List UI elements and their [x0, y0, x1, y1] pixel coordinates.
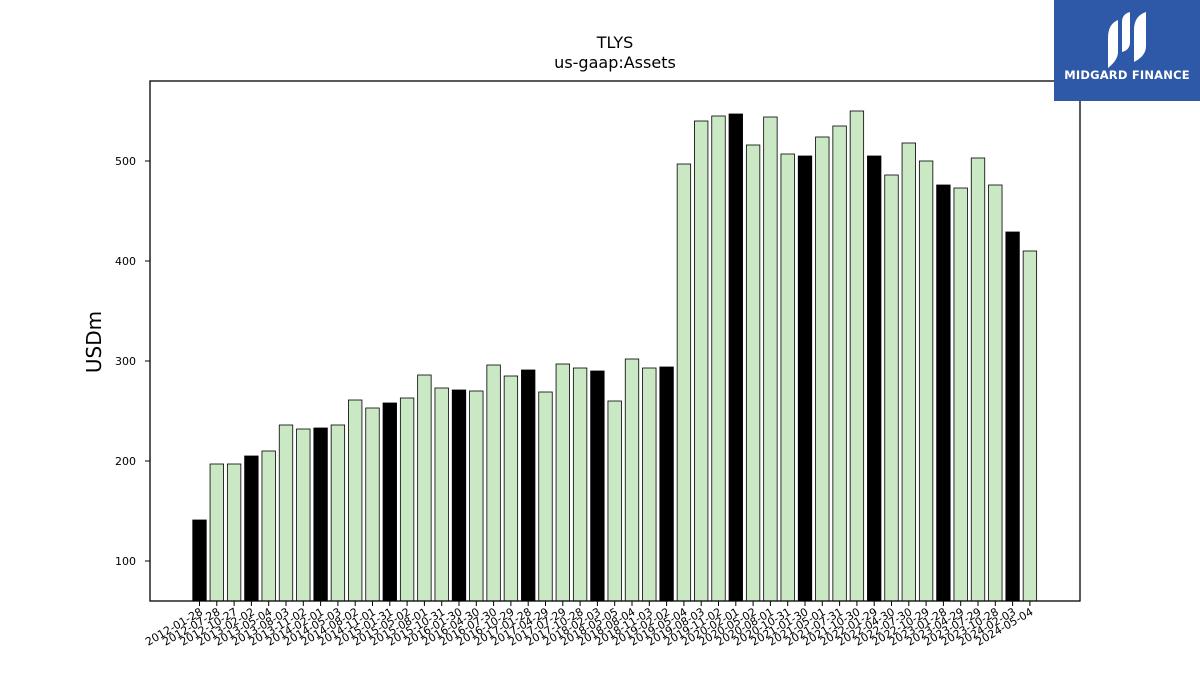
- bar-2022-04-30: [884, 174, 899, 602]
- chart-title: TLYS: [596, 33, 634, 52]
- bar-2021-01-30: [797, 155, 813, 602]
- bar-2014-08-02: [348, 399, 363, 602]
- bar-2018-05-05: [607, 400, 622, 602]
- bar-2015-01-31: [382, 402, 397, 602]
- bar-2015-05-02: [399, 397, 415, 602]
- midgard-finance-logo: MIDGARD FINANCE: [1054, 0, 1200, 101]
- bar-2013-02-02: [244, 455, 259, 602]
- y-tick-label: 500: [115, 155, 136, 168]
- bar-2013-08-03: [278, 424, 294, 602]
- bar-2014-11-01: [365, 407, 380, 602]
- bar-2019-08-03: [694, 120, 709, 602]
- bar-2020-08-01: [763, 116, 778, 602]
- y-tick-label: 200: [115, 455, 136, 468]
- bar-2012-07-28: [209, 463, 224, 602]
- bar-2024-02-03: [1005, 231, 1020, 602]
- bar-2020-02-01: [728, 113, 743, 602]
- bar-2021-10-30: [849, 110, 865, 602]
- bar-2022-07-30: [901, 142, 916, 602]
- bar-2017-01-28: [521, 369, 536, 602]
- bar-2014-02-01: [313, 427, 328, 602]
- bar-2023-07-29: [970, 157, 986, 602]
- bar-2023-04-29: [953, 187, 968, 602]
- bar-2014-05-03: [330, 424, 346, 602]
- bar-2018-11-03: [642, 367, 657, 602]
- bar-2016-10-29: [503, 375, 519, 602]
- bar-2022-01-29: [867, 155, 882, 602]
- bar-2020-05-02: [745, 144, 761, 602]
- bar-2016-07-30: [486, 364, 501, 602]
- bar-2013-11-02: [296, 428, 311, 602]
- bar-2021-05-01: [815, 136, 830, 602]
- bar-2022-10-29: [918, 160, 934, 602]
- bar-2024-05-04: [1022, 250, 1038, 602]
- bar-2021-07-31: [832, 125, 847, 602]
- y-tick-label: 300: [115, 355, 136, 368]
- bar-2017-07-29: [555, 363, 570, 602]
- bar-2013-05-04: [261, 450, 276, 602]
- bar-2016-01-30: [451, 389, 467, 602]
- bar-2018-08-04: [624, 358, 640, 602]
- bar-2012-01-28: [192, 519, 207, 602]
- bar-2020-10-31: [780, 153, 795, 602]
- bar-2018-02-03: [590, 370, 605, 602]
- y-axis-label: USDm: [82, 311, 106, 373]
- bars-group: [192, 110, 1038, 602]
- y-tick-label: 100: [115, 555, 136, 568]
- bar-2019-05-04: [676, 163, 692, 602]
- plot-frame: [149, 80, 1081, 602]
- bar-2017-10-28: [572, 367, 588, 602]
- bar-2015-10-31: [434, 387, 449, 602]
- bar-2012-10-27: [226, 463, 242, 602]
- bar-2016-04-30: [469, 390, 484, 602]
- bar-2019-11-02: [711, 115, 726, 602]
- bar-2017-04-29: [538, 391, 553, 602]
- y-tick-label: 400: [115, 255, 136, 268]
- logo-mark-icon: [1108, 12, 1146, 68]
- x-ticks-group: 2012-01-282012-07-282012-10-272013-02-02…: [143, 601, 1035, 649]
- bar-2015-08-01: [417, 374, 432, 602]
- y-ticks-group: 100 200 300 400 500: [115, 155, 150, 568]
- logo-text: MIDGARD FINANCE: [1064, 68, 1190, 82]
- bar-2023-01-28: [936, 184, 951, 602]
- bar-2019-02-02: [659, 366, 674, 602]
- chart-subtitle: us-gaap:Assets: [554, 53, 676, 72]
- bar-2023-10-28: [988, 184, 1003, 602]
